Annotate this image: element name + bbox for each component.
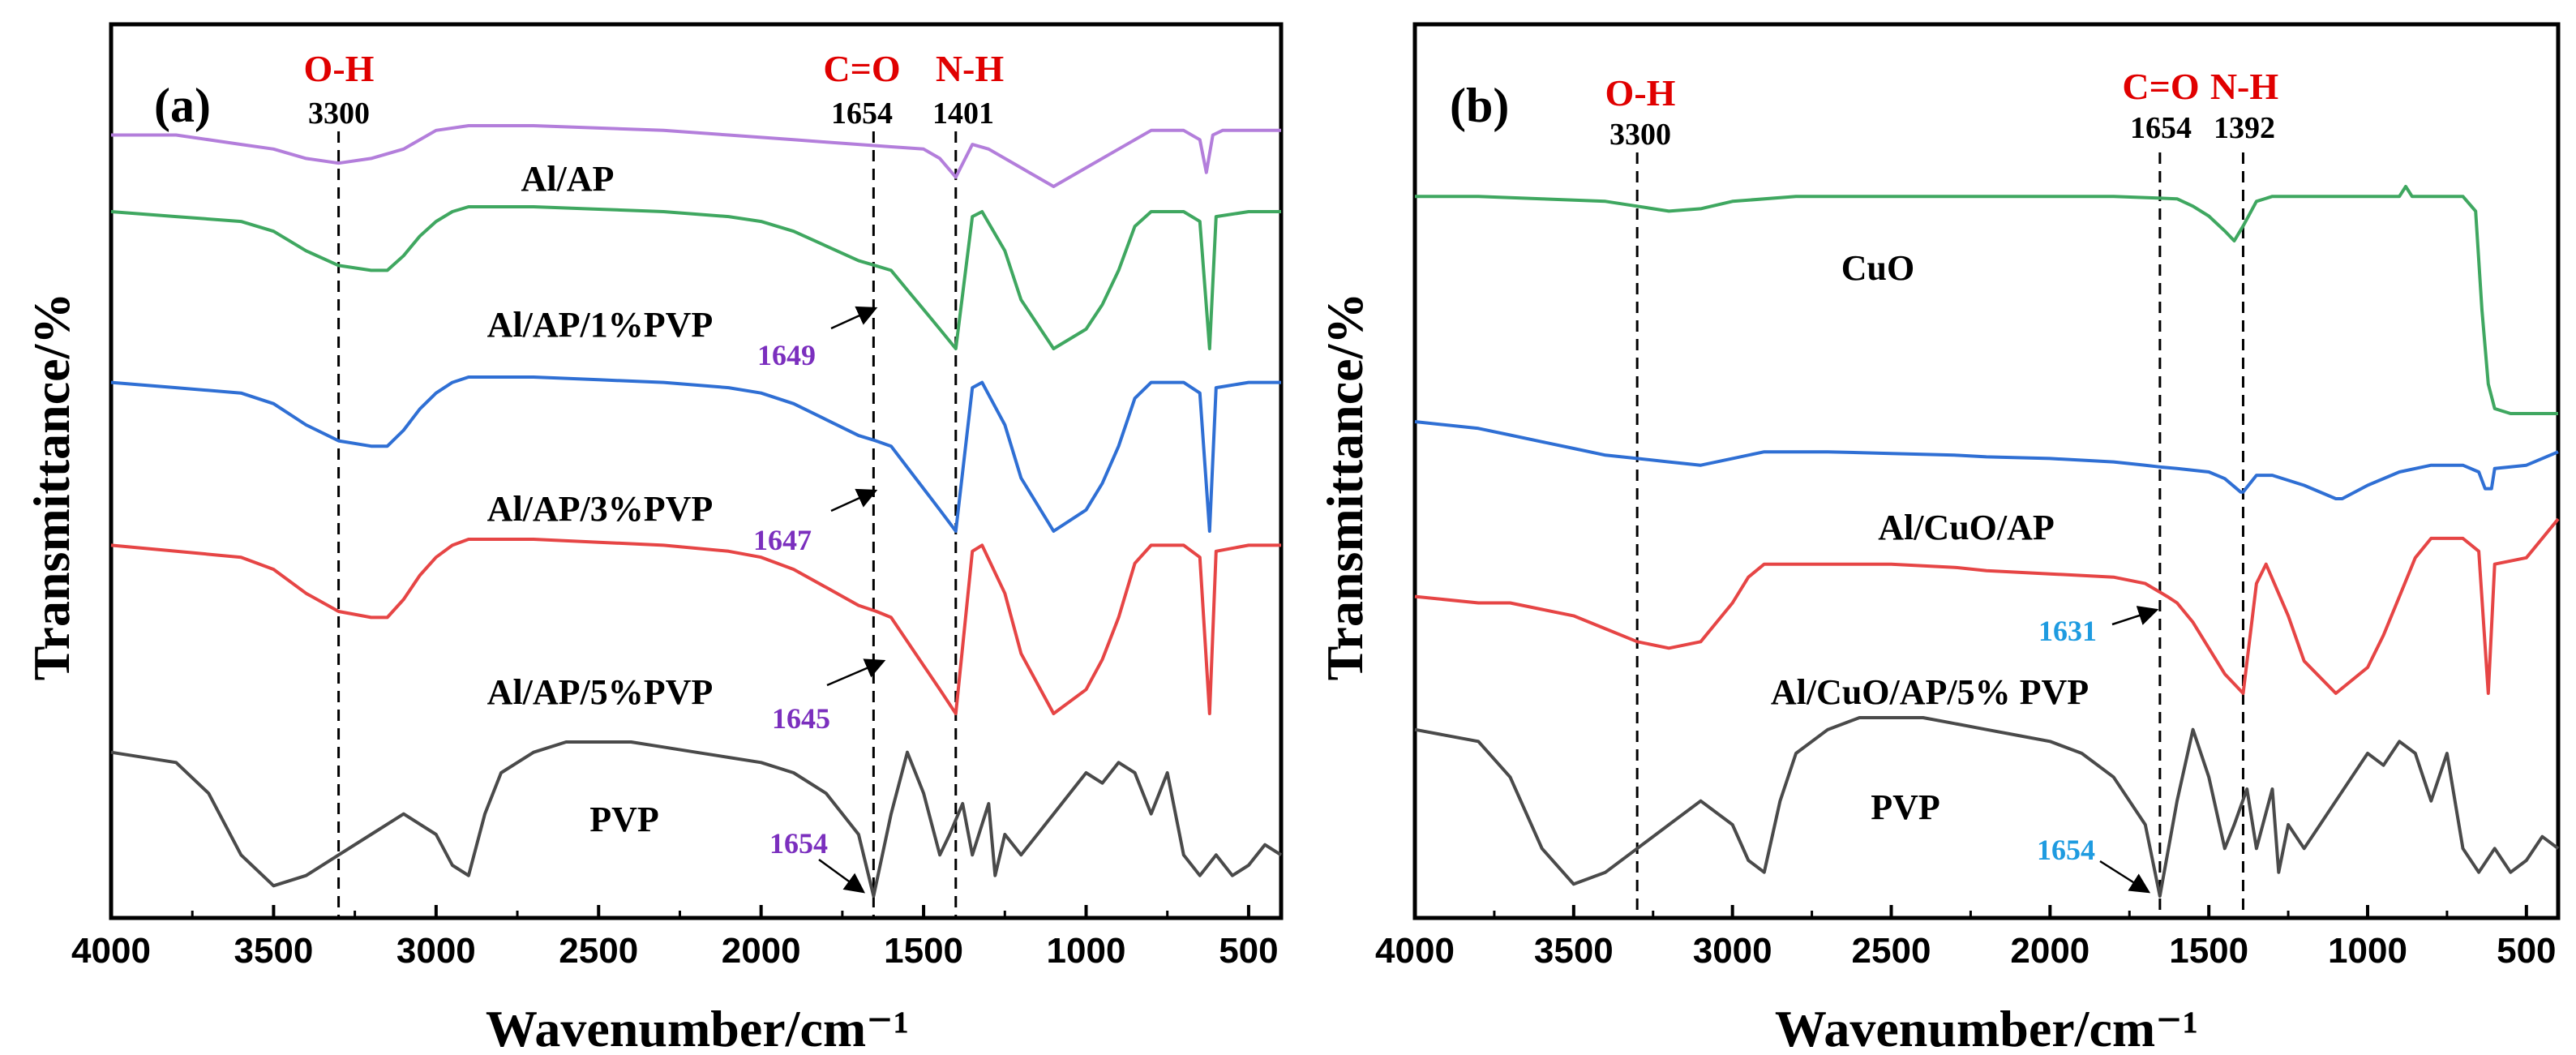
arrow-1631 [2111, 606, 2159, 626]
wavenumber-oh-a: 3300 [308, 96, 370, 131]
group-co-b: C=O [2122, 66, 2199, 107]
y-axis-title-b: Transmittance/% [1316, 293, 1374, 681]
wavenumber-co-b: 1654 [2130, 111, 2192, 145]
x-tick-label-a-3000: 3000 [396, 931, 476, 971]
annotation-1631: 1631 [2038, 615, 2097, 647]
annotation-1647: 1647 [753, 524, 812, 556]
x-tick-label-a-500: 500 [1219, 931, 1278, 971]
x-ticks-a: 4000 3500 3000 2500 2000 1500 1000 500 [71, 905, 1279, 971]
wavenumber-nh-b: 1392 [2214, 111, 2275, 145]
panel-label-b: (b) [1450, 79, 1509, 132]
label-al-cuo-ap: Al/CuO/AP [1878, 508, 2055, 547]
x-tick-label-b-2000: 2000 [2010, 931, 2090, 971]
arrow-1649 [830, 306, 878, 330]
arrow-1647 [830, 488, 878, 512]
wavenumber-nh-a: 1401 [932, 96, 994, 131]
panel-label-a: (a) [154, 79, 211, 132]
x-tick-label-b-1500: 1500 [2169, 931, 2248, 971]
series-b [1414, 185, 2560, 898]
x-ticks-b: 4000 3500 3000 2500 2000 1500 1000 500 [1375, 905, 2557, 971]
x-tick-label-b-500: 500 [2497, 931, 2556, 971]
x-tick-label-b-3000: 3000 [1693, 931, 1772, 971]
group-nh-b: N-H [2210, 66, 2279, 107]
label-al-ap: Al/AP [521, 159, 615, 199]
series-line-b-al-cuo-ap [1414, 420, 2559, 500]
series-line-a-pvp [110, 740, 1283, 898]
x-tick-label-a-1000: 1000 [1047, 931, 1126, 971]
arrow-1654-b [2099, 860, 2151, 894]
label-al-ap-5pvp: Al/AP/5%PVP [487, 672, 714, 712]
series-line-a-al-ap-5-pvp [110, 538, 1281, 715]
x-axis-title-a: Wavenumber/cm⁻¹ [486, 1000, 909, 1055]
series-line-b-pvp [1414, 716, 2560, 898]
series-line-a-al-ap-3-pvp [110, 375, 1281, 533]
series-line-b-al-cuo-ap-5-pvp [1414, 517, 2560, 695]
group-nh-a: N-H [936, 48, 1005, 89]
x-axis-title-b: Wavenumber/cm⁻¹ [1775, 1000, 2198, 1055]
label-cuo: CuO [1841, 248, 1914, 288]
series-line-a-al-ap-1-pvp [110, 205, 1281, 350]
x-tick-label-a-4000: 4000 [71, 931, 151, 971]
y-axis-title-a: Transmittance/% [23, 293, 80, 681]
group-oh-b: O-H [1605, 72, 1676, 114]
arrow-1654-a [818, 858, 866, 894]
plot-frame-b [1412, 22, 2561, 920]
panel-b: 4000 3500 3000 2500 2000 1500 1000 500 (b) O-H … [1375, 22, 2561, 1055]
wavenumber-co-a: 1654 [831, 96, 893, 131]
x-tick-label-a-2500: 2500 [559, 931, 638, 971]
group-co-a: C=O [823, 48, 900, 89]
marker-lines-b [1635, 152, 2244, 918]
annotation-1649: 1649 [757, 339, 816, 371]
x-tick-label-b-2500: 2500 [1852, 931, 1931, 971]
label-al-ap-3pvp: Al/AP/3%PVP [487, 489, 714, 529]
plot-frame-a [109, 22, 1284, 920]
annotation-1654-a: 1654 [769, 827, 828, 860]
annotation-1645: 1645 [772, 702, 830, 735]
annotation-1654-b: 1654 [2037, 834, 2095, 866]
label-al-ap-1pvp: Al/AP/1%PVP [487, 305, 714, 345]
group-oh-a: O-H [304, 48, 375, 89]
x-tick-label-b-3500: 3500 [1534, 931, 1614, 971]
series-line-a-al-ap [111, 124, 1281, 188]
x-tick-label-b-1000: 1000 [2328, 931, 2407, 971]
label-al-cuo-ap-5pvp: Al/CuO/AP/5% PVP [1771, 672, 2089, 712]
arrow-1645 [826, 658, 886, 687]
label-pvp-b: PVP [1871, 787, 1940, 827]
x-tick-label-b-4000: 4000 [1375, 931, 1455, 971]
x-tick-label-a-3500: 3500 [234, 931, 313, 971]
x-tick-label-a-1500: 1500 [884, 931, 963, 971]
series-line-b-cuo [1415, 185, 2558, 415]
panel-a: 4000 3500 3000 2500 2000 1500 1000 500 (a) O-H … [71, 22, 1284, 1055]
wavenumber-oh-b: 3300 [1609, 118, 1671, 152]
label-pvp-a: PVP [589, 800, 659, 839]
series-a [110, 124, 1283, 898]
x-tick-label-a-2000: 2000 [722, 931, 801, 971]
